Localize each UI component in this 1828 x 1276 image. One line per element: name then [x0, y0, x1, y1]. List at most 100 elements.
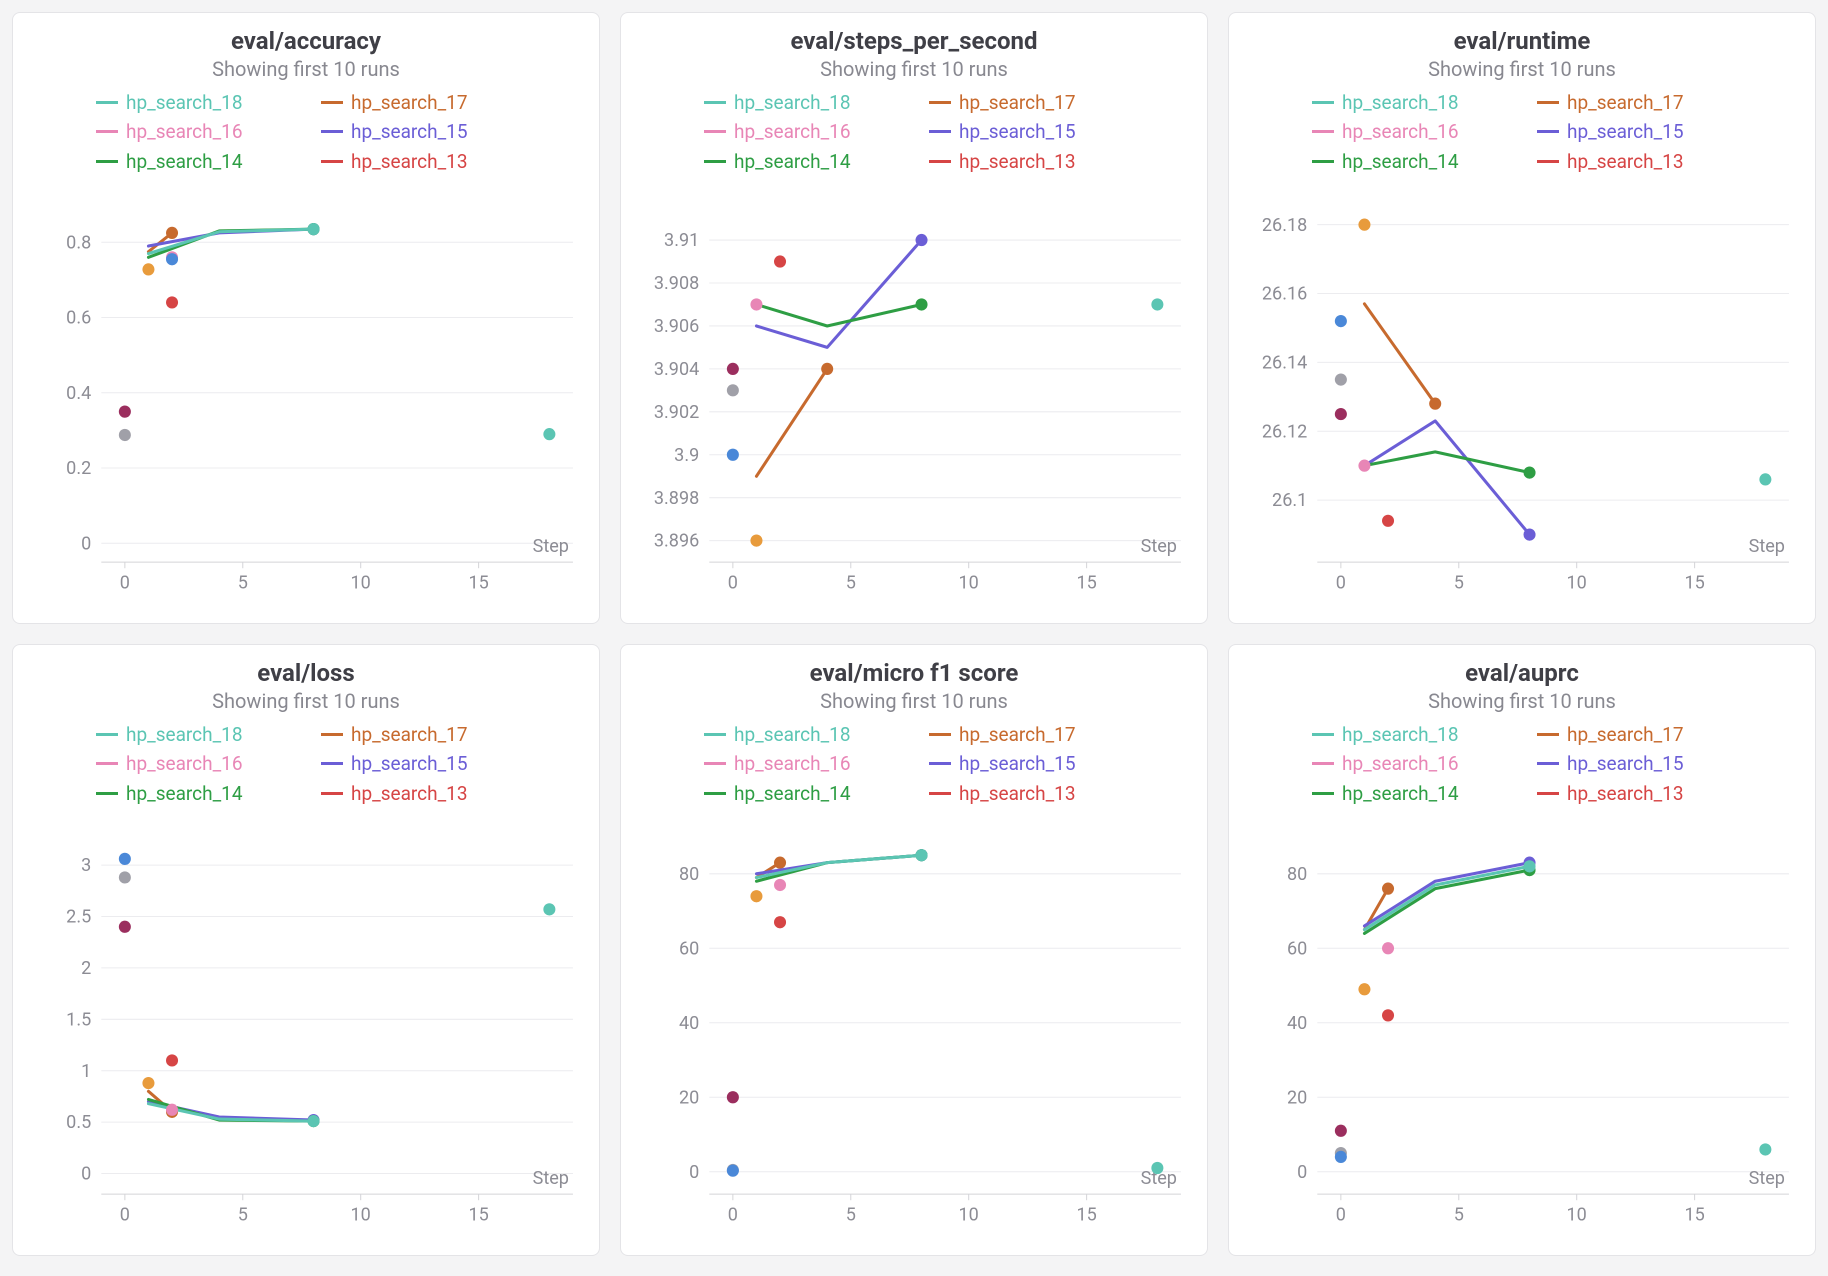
svg-text:15: 15 [1076, 572, 1096, 593]
legend-item[interactable]: hp_search_14 [704, 148, 899, 175]
legend-label: hp_search_13 [959, 150, 1076, 173]
legend-swatch [321, 792, 343, 795]
svg-text:5: 5 [1454, 1204, 1464, 1225]
svg-text:0.4: 0.4 [66, 383, 91, 404]
svg-text:1.5: 1.5 [66, 1009, 91, 1030]
chart-area: 00.511.522.53051015Step [23, 823, 585, 1241]
svg-text:15: 15 [1684, 1204, 1704, 1225]
svg-text:40: 40 [1287, 1013, 1307, 1034]
legend-item[interactable]: hp_search_16 [96, 750, 291, 777]
legend-item[interactable]: hp_search_13 [321, 148, 516, 175]
legend-item[interactable]: hp_search_15 [321, 118, 516, 145]
legend-item[interactable]: hp_search_17 [929, 721, 1124, 748]
legend: hp_search_18 hp_search_17 hp_search_16 hp_s… [704, 89, 1124, 175]
legend-item[interactable]: hp_search_18 [96, 721, 291, 748]
chart-area: 26.126.1226.1426.1626.18051015Step [1239, 191, 1801, 609]
legend-label: hp_search_18 [1342, 723, 1459, 746]
legend-item[interactable]: hp_search_18 [96, 89, 291, 116]
legend-item[interactable]: hp_search_18 [1312, 721, 1507, 748]
legend-item[interactable]: hp_search_17 [929, 89, 1124, 116]
legend-swatch [96, 792, 118, 795]
svg-text:5: 5 [846, 572, 856, 593]
svg-text:10: 10 [1567, 1204, 1587, 1225]
svg-text:5: 5 [1454, 572, 1464, 593]
legend-item[interactable]: hp_search_15 [929, 750, 1124, 777]
legend-item[interactable]: hp_search_13 [929, 780, 1124, 807]
svg-text:0: 0 [728, 572, 738, 593]
legend-swatch [929, 762, 951, 765]
legend-swatch [929, 160, 951, 163]
svg-text:15: 15 [468, 1204, 488, 1225]
svg-text:26.1: 26.1 [1272, 490, 1307, 511]
svg-text:40: 40 [679, 1013, 699, 1034]
panel-subtitle: Showing first 10 runs [23, 57, 589, 81]
legend-label: hp_search_17 [351, 91, 468, 114]
legend-swatch [1312, 101, 1334, 104]
panel-subtitle: Showing first 10 runs [1239, 689, 1805, 713]
chart-panel-microf1: eval/micro f1 scoreShowing first 10 runs… [620, 644, 1208, 1256]
legend-item[interactable]: hp_search_15 [929, 118, 1124, 145]
legend-item[interactable]: hp_search_16 [96, 118, 291, 145]
legend-item[interactable]: hp_search_13 [929, 148, 1124, 175]
legend-label: hp_search_16 [734, 752, 851, 775]
svg-text:10: 10 [959, 572, 979, 593]
svg-text:3.904: 3.904 [654, 359, 699, 380]
svg-text:3: 3 [81, 855, 91, 876]
legend-label: hp_search_14 [734, 150, 851, 173]
svg-text:5: 5 [846, 1204, 856, 1225]
svg-text:80: 80 [1287, 864, 1307, 885]
legend-item[interactable]: hp_search_17 [1537, 721, 1732, 748]
legend-swatch [321, 130, 343, 133]
legend-swatch [704, 792, 726, 795]
svg-text:20: 20 [679, 1087, 699, 1108]
legend-swatch [704, 160, 726, 163]
svg-text:3.9: 3.9 [674, 445, 699, 466]
legend-item[interactable]: hp_search_17 [321, 89, 516, 116]
legend-item[interactable]: hp_search_16 [1312, 118, 1507, 145]
legend-item[interactable]: hp_search_17 [321, 721, 516, 748]
legend-item[interactable]: hp_search_18 [1312, 89, 1507, 116]
legend-swatch [1537, 792, 1559, 795]
legend-label: hp_search_18 [1342, 91, 1459, 114]
legend-label: hp_search_13 [1567, 150, 1684, 173]
legend-item[interactable]: hp_search_15 [1537, 750, 1732, 777]
legend-item[interactable]: hp_search_14 [1312, 780, 1507, 807]
svg-text:2: 2 [81, 958, 91, 979]
legend-item[interactable]: hp_search_15 [321, 750, 516, 777]
legend-item[interactable]: hp_search_14 [96, 780, 291, 807]
legend-swatch [1537, 160, 1559, 163]
legend-item[interactable]: hp_search_13 [321, 780, 516, 807]
svg-text:26.18: 26.18 [1262, 215, 1307, 236]
svg-text:0.8: 0.8 [66, 232, 91, 253]
svg-text:0: 0 [81, 533, 91, 554]
panel-title: eval/auprc [1239, 659, 1805, 687]
legend-item[interactable]: hp_search_14 [1312, 148, 1507, 175]
legend-item[interactable]: hp_search_18 [704, 89, 899, 116]
legend-item[interactable]: hp_search_13 [1537, 780, 1732, 807]
legend-item[interactable]: hp_search_16 [704, 118, 899, 145]
legend-label: hp_search_16 [734, 120, 851, 143]
legend-swatch [704, 762, 726, 765]
panel-title: eval/micro f1 score [631, 659, 1197, 687]
legend: hp_search_18 hp_search_17 hp_search_16 hp_s… [96, 89, 516, 175]
legend-item[interactable]: hp_search_16 [1312, 750, 1507, 777]
legend-item[interactable]: hp_search_16 [704, 750, 899, 777]
svg-text:Step: Step [533, 1168, 569, 1189]
legend-label: hp_search_14 [1342, 782, 1459, 805]
legend-swatch [96, 762, 118, 765]
chart-area: 020406080051015Step [1239, 823, 1801, 1241]
legend-item[interactable]: hp_search_14 [704, 780, 899, 807]
svg-text:26.12: 26.12 [1262, 421, 1307, 442]
svg-text:3.902: 3.902 [654, 402, 699, 423]
panel-title: eval/runtime [1239, 27, 1805, 55]
legend-label: hp_search_16 [126, 752, 243, 775]
svg-text:0.2: 0.2 [66, 458, 91, 479]
legend-item[interactable]: hp_search_14 [96, 148, 291, 175]
panel-subtitle: Showing first 10 runs [631, 57, 1197, 81]
legend-item[interactable]: hp_search_18 [704, 721, 899, 748]
legend-label: hp_search_17 [351, 723, 468, 746]
legend-item[interactable]: hp_search_17 [1537, 89, 1732, 116]
legend-item[interactable]: hp_search_15 [1537, 118, 1732, 145]
legend-item[interactable]: hp_search_13 [1537, 148, 1732, 175]
svg-text:0: 0 [728, 1204, 738, 1225]
